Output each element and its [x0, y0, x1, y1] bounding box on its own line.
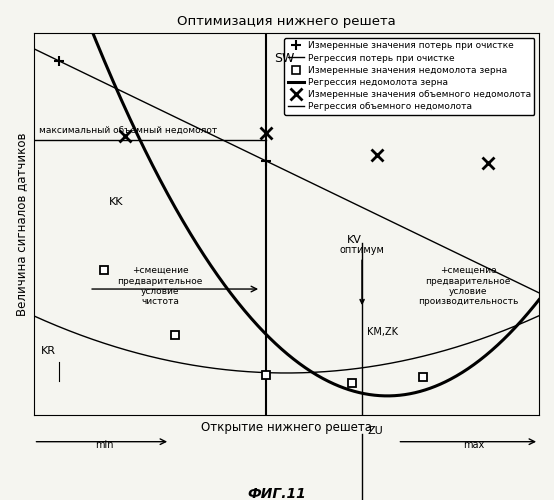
Text: максимальный объемный недомолот: максимальный объемный недомолот [39, 126, 217, 134]
Text: KV: KV [347, 235, 362, 245]
X-axis label: Открытие нижнего решета: Открытие нижнего решета [201, 420, 372, 434]
Text: оптимум: оптимум [340, 244, 384, 304]
Text: max: max [463, 440, 484, 450]
Title: Оптимизация нижнего решета: Оптимизация нижнего решета [177, 15, 396, 28]
Text: KR: KR [41, 346, 56, 356]
Text: ZU: ZU [367, 426, 383, 436]
Text: +смещение
предварительное
условие
чистота: +смещение предварительное условие чистот… [117, 266, 203, 306]
Y-axis label: Величина сигналов датчиков: Величина сигналов датчиков [15, 132, 28, 316]
Text: SW: SW [274, 52, 294, 66]
Text: ФИГ.11: ФИГ.11 [248, 486, 306, 500]
Text: min: min [95, 440, 114, 450]
Text: +смещение
предварительное
условие
производительность: +смещение предварительное условие произв… [418, 266, 519, 306]
Legend: Измеренные значения потерь при очистке, Регрессия потерь при очистке, Измеренные: Измеренные значения потерь при очистке, … [284, 38, 535, 115]
Text: KM,ZK: KM,ZK [367, 327, 398, 337]
Text: KK: KK [109, 197, 124, 207]
